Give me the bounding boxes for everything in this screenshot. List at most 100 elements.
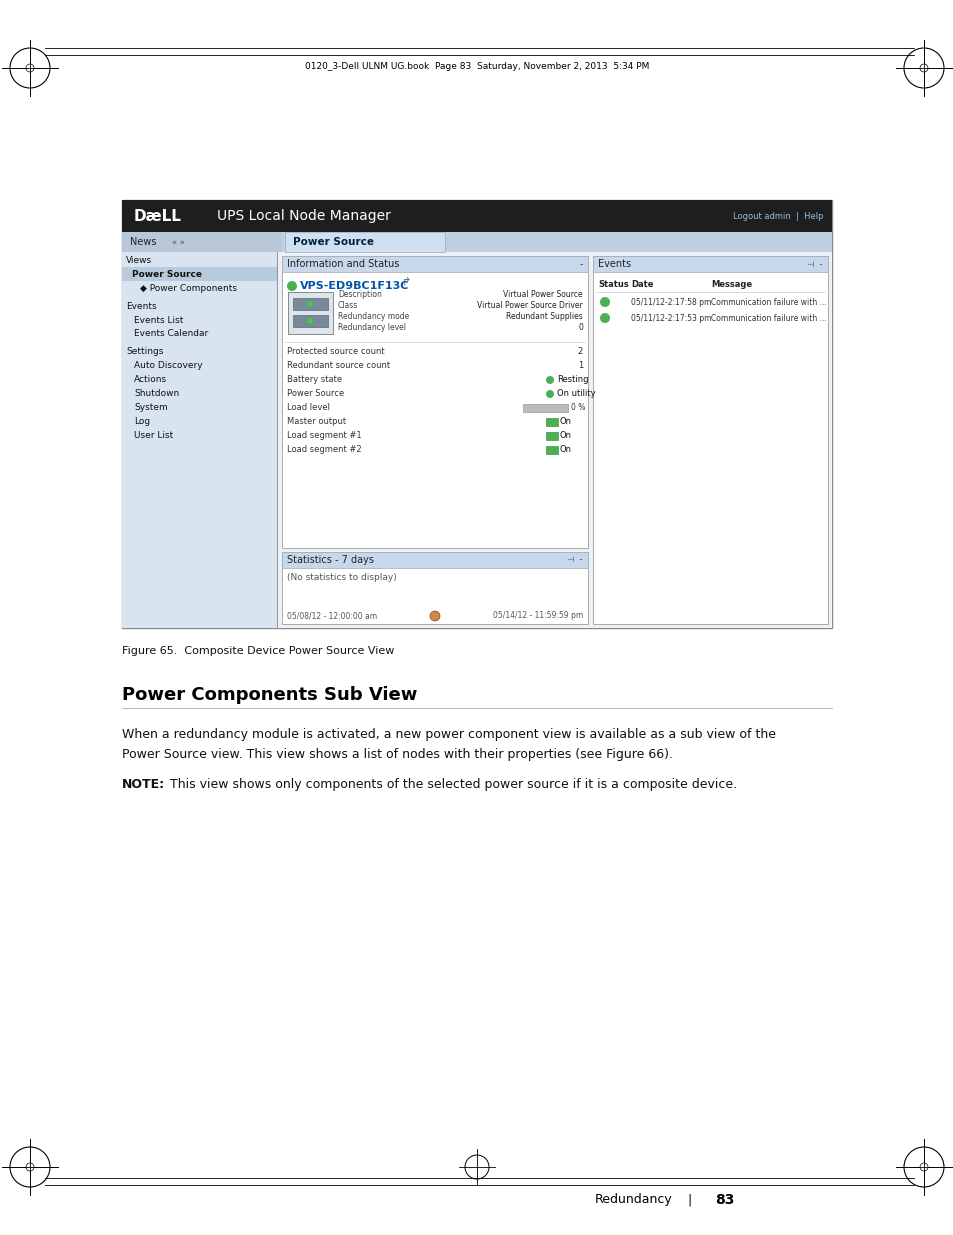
Text: Events Calendar: Events Calendar — [133, 330, 208, 338]
Text: Date: Date — [630, 279, 653, 289]
Circle shape — [919, 1163, 927, 1171]
Text: Battery state: Battery state — [287, 375, 342, 384]
Text: DæLL: DæLL — [133, 209, 182, 224]
Bar — [285, 232, 444, 252]
Text: (No statistics to display): (No statistics to display) — [287, 573, 396, 583]
Text: Events List: Events List — [133, 315, 183, 325]
Bar — [277, 252, 831, 629]
Bar — [545, 417, 558, 426]
Text: ⊣  -: ⊣ - — [806, 259, 822, 268]
Text: Load segment #2: Load segment #2 — [287, 446, 361, 454]
Text: Description: Description — [337, 289, 381, 299]
Text: UPS Local Node Manager: UPS Local Node Manager — [216, 209, 391, 224]
Bar — [593, 256, 827, 272]
Text: Power Source: Power Source — [293, 237, 374, 247]
Text: |: | — [687, 1193, 691, 1207]
Text: Log: Log — [133, 417, 150, 426]
Circle shape — [545, 390, 554, 398]
Text: Power Source: Power Source — [132, 269, 202, 279]
Circle shape — [26, 64, 34, 72]
Circle shape — [430, 611, 439, 621]
Text: System: System — [133, 404, 168, 412]
Text: 83: 83 — [714, 1193, 734, 1207]
Text: On utility: On utility — [557, 389, 595, 399]
Text: Protected source count: Protected source count — [287, 347, 384, 357]
Text: 05/08/12 - 12:00:00 am: 05/08/12 - 12:00:00 am — [287, 611, 376, 620]
Text: Load level: Load level — [287, 404, 330, 412]
Text: 1: 1 — [578, 362, 582, 370]
Bar — [545, 432, 558, 440]
Bar — [282, 552, 587, 568]
Bar — [122, 232, 282, 252]
Bar — [122, 252, 276, 629]
Text: Logout admin  |  Help: Logout admin | Help — [733, 211, 823, 221]
Text: This view shows only components of the selected power source if it is a composit: This view shows only components of the s… — [166, 778, 737, 790]
Text: Virtual Power Source: Virtual Power Source — [503, 289, 582, 299]
Text: User List: User List — [133, 431, 173, 441]
Text: Actions: Actions — [133, 375, 167, 384]
Bar — [545, 446, 558, 454]
Text: VPS-ED9BC1F13C: VPS-ED9BC1F13C — [299, 282, 409, 291]
Bar — [122, 200, 831, 232]
Text: Auto Discovery: Auto Discovery — [133, 362, 202, 370]
Text: Statistics - 7 days: Statistics - 7 days — [287, 555, 374, 564]
Text: Master output: Master output — [287, 417, 346, 426]
Circle shape — [545, 375, 554, 384]
Text: NOTE:: NOTE: — [122, 778, 165, 790]
Text: 05/11/12-2:17:58 pm: 05/11/12-2:17:58 pm — [630, 298, 711, 306]
Text: Status: Status — [598, 279, 628, 289]
Text: Virtual Power Source Driver: Virtual Power Source Driver — [476, 300, 582, 310]
Text: Communication failure with ...: Communication failure with ... — [710, 314, 826, 322]
Text: 0120_3-Dell ULNM UG.book  Page 83  Saturday, November 2, 2013  5:34 PM: 0120_3-Dell ULNM UG.book Page 83 Saturda… — [305, 62, 648, 70]
Text: 05/11/12-2:17:53 pm: 05/11/12-2:17:53 pm — [630, 314, 711, 322]
Text: ⊣  -: ⊣ - — [567, 556, 582, 564]
Text: Power Source view. This view shows a list of nodes with their properties (see Fi: Power Source view. This view shows a lis… — [122, 748, 672, 761]
Text: On: On — [559, 417, 572, 426]
Bar — [282, 256, 587, 548]
Circle shape — [307, 301, 313, 308]
Circle shape — [287, 282, 296, 291]
Bar — [122, 200, 831, 629]
Circle shape — [26, 1163, 34, 1171]
Text: Settings: Settings — [126, 347, 163, 357]
Text: Class: Class — [337, 300, 358, 310]
Bar — [522, 404, 567, 412]
Bar — [122, 267, 276, 282]
Text: Figure 65.  Composite Device Power Source View: Figure 65. Composite Device Power Source… — [122, 646, 394, 656]
Text: Load segment #1: Load segment #1 — [287, 431, 361, 441]
Text: Information and Status: Information and Status — [287, 259, 399, 269]
Text: Communication failure with ...: Communication failure with ... — [710, 298, 826, 306]
Bar — [282, 256, 587, 272]
Text: Views: Views — [126, 256, 152, 264]
Text: Events: Events — [126, 301, 156, 310]
Text: 0: 0 — [578, 322, 582, 331]
Bar — [293, 315, 328, 327]
Text: On: On — [559, 446, 572, 454]
Bar — [282, 552, 587, 624]
Circle shape — [307, 317, 313, 324]
Text: Resting: Resting — [557, 375, 588, 384]
Text: Power Components Sub View: Power Components Sub View — [122, 685, 417, 704]
Text: Redundancy: Redundancy — [595, 1193, 672, 1207]
Text: -: - — [578, 259, 582, 269]
Text: Redundant source count: Redundant source count — [287, 362, 390, 370]
Text: 0 %: 0 % — [571, 404, 585, 412]
Text: When a redundancy module is activated, a new power component view is available a: When a redundancy module is activated, a… — [122, 727, 775, 741]
Text: 05/14/12 - 11:59:59 pm: 05/14/12 - 11:59:59 pm — [493, 611, 582, 620]
Circle shape — [599, 296, 609, 308]
Bar — [122, 232, 831, 252]
Text: News: News — [130, 237, 156, 247]
Text: Message: Message — [710, 279, 751, 289]
Bar — [288, 291, 333, 333]
Bar — [293, 298, 328, 310]
Text: Shutdown: Shutdown — [133, 389, 179, 399]
Bar — [593, 256, 827, 624]
Text: Power Source: Power Source — [287, 389, 344, 399]
Text: ↱: ↱ — [401, 278, 411, 288]
Text: ◆ Power Components: ◆ Power Components — [140, 284, 236, 293]
Text: Redundancy level: Redundancy level — [337, 322, 406, 331]
Text: Events: Events — [598, 259, 631, 269]
Circle shape — [919, 64, 927, 72]
Circle shape — [599, 312, 609, 324]
Text: 2: 2 — [578, 347, 582, 357]
